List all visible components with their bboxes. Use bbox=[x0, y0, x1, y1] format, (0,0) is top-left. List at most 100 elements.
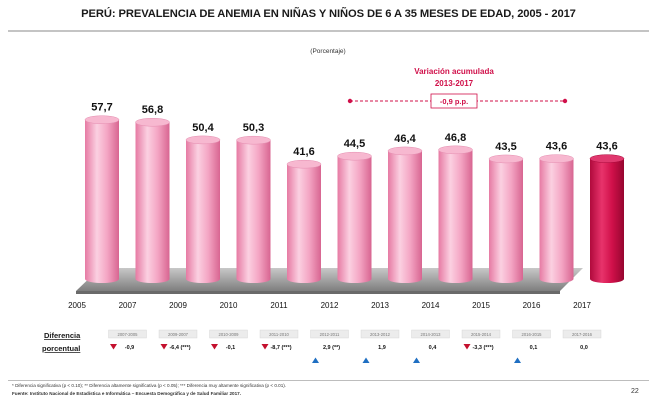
difference-period-box bbox=[562, 329, 602, 339]
difference-item: 2013-2012 1,9 bbox=[360, 329, 400, 363]
bar-body-2007 bbox=[135, 122, 170, 284]
bar-body-2013 bbox=[388, 150, 422, 283]
difference-period: 2013-2012 bbox=[370, 332, 391, 337]
difference-value: 0,4 bbox=[429, 345, 438, 351]
difference-period-box bbox=[310, 329, 349, 339]
bar-top-2009 bbox=[185, 135, 221, 145]
difference-period: 2012-2011 bbox=[320, 332, 340, 337]
data-label-2007: 56,8 bbox=[142, 104, 163, 116]
bar-body-2011 bbox=[287, 164, 321, 283]
difference-value: -0,1 bbox=[226, 345, 235, 351]
down-arrow-icon bbox=[110, 344, 117, 350]
data-label-2013: 46,4 bbox=[394, 133, 416, 145]
up-arrow-icon bbox=[312, 357, 319, 363]
data-label-2012: 44,5 bbox=[344, 138, 365, 150]
data-label-2005: 57,7 bbox=[91, 102, 112, 114]
difference-period: 2016-2015 bbox=[521, 332, 542, 337]
difference-item: 2016-2015 0,1 bbox=[512, 329, 551, 363]
difference-period: 2011-2010 bbox=[269, 332, 289, 337]
difference-value: -8,7 (***) bbox=[270, 345, 291, 351]
difference-value: 2,9 (**) bbox=[323, 345, 340, 351]
down-arrow-icon bbox=[160, 344, 168, 350]
bar-body-2005 bbox=[85, 119, 119, 283]
x-tick-2013: 2013 bbox=[371, 301, 389, 310]
bar-2005 bbox=[84, 115, 120, 283]
bar-body-2015 bbox=[489, 158, 523, 283]
bar-body-2009 bbox=[186, 139, 220, 283]
annotation-title-line2: 2013-2017 bbox=[435, 79, 474, 88]
annotation-title-line1: Variación acumulada bbox=[414, 67, 494, 76]
difference-item: 2011-2010 -8,7 (***) bbox=[259, 329, 299, 351]
difference-period-box bbox=[512, 329, 551, 339]
bar-body-2017 bbox=[590, 158, 624, 283]
bar-2011 bbox=[286, 159, 322, 283]
bar-2015 bbox=[488, 154, 524, 283]
anemia-bar-chart: (Porcentaje) Variación acumulada 2013-20… bbox=[42, 48, 625, 363]
bar-top-2015 bbox=[488, 154, 524, 164]
difference-period-box bbox=[461, 329, 501, 339]
down-arrow-icon bbox=[463, 344, 471, 350]
x-tick-2016: 2016 bbox=[523, 301, 541, 310]
difference-period-box bbox=[108, 329, 147, 339]
bar-top-2012 bbox=[337, 151, 372, 161]
x-tick-2015: 2015 bbox=[472, 301, 490, 310]
differences-label-line2: porcentual bbox=[42, 344, 80, 353]
bar-2012 bbox=[337, 151, 372, 283]
data-label-2011: 41,6 bbox=[293, 146, 314, 158]
bar-body-2010 bbox=[236, 140, 271, 283]
footnote-significance: * Diferencia significativa (p < 0.10); *… bbox=[12, 383, 287, 388]
annotation-bracket-right-end bbox=[562, 98, 568, 104]
bar-top-2016 bbox=[539, 154, 574, 163]
data-label-2010: 50,3 bbox=[243, 122, 264, 134]
bar-top-2013 bbox=[387, 146, 423, 156]
data-label-2014: 46,8 bbox=[445, 132, 466, 144]
difference-period: 2010-2009 bbox=[218, 332, 239, 337]
bar-top-2014 bbox=[438, 145, 473, 155]
bar-2007 bbox=[135, 117, 170, 284]
difference-period: 2014-2013 bbox=[420, 332, 441, 337]
annotation-value: -0,9 p.p. bbox=[440, 97, 468, 106]
difference-period: 2017-2016 bbox=[572, 332, 593, 337]
x-tick-2011: 2011 bbox=[270, 301, 288, 310]
chart-floor-edge bbox=[76, 291, 560, 294]
bar-top-2005 bbox=[84, 115, 120, 124]
difference-period-box bbox=[360, 329, 400, 339]
difference-item: 2015-2014 -3,3 (***) bbox=[461, 329, 501, 351]
difference-item: 2010-2009 -0,1 bbox=[209, 329, 248, 351]
x-tick-2014: 2014 bbox=[422, 301, 440, 310]
bar-top-2011 bbox=[286, 159, 322, 169]
difference-item: 2007-2005 -0,9 bbox=[108, 329, 147, 351]
difference-period: 2015-2014 bbox=[471, 332, 492, 337]
x-tick-2005: 2005 bbox=[68, 301, 86, 310]
difference-item: 2014-2013 0,4 bbox=[411, 329, 450, 363]
up-arrow-icon bbox=[413, 357, 420, 363]
difference-value: 0,0 bbox=[580, 345, 588, 351]
x-tick-2009: 2009 bbox=[169, 301, 187, 310]
difference-period: 2009-2007 bbox=[168, 332, 189, 337]
difference-item: 2017-2016 0,0 bbox=[562, 329, 602, 351]
difference-period-box bbox=[209, 329, 248, 339]
title-divider bbox=[8, 30, 649, 32]
chart-subtitle: (Porcentaje) bbox=[310, 48, 345, 55]
x-tick-2012: 2012 bbox=[321, 301, 339, 310]
annotation-bracket-left-end bbox=[347, 98, 353, 104]
differences-label-line1: Diferencia bbox=[44, 331, 81, 340]
bar-top-2010 bbox=[236, 135, 271, 145]
bar-2013 bbox=[387, 146, 423, 283]
bar-body-2016 bbox=[539, 158, 574, 283]
data-label-2016: 43,6 bbox=[546, 141, 567, 153]
data-label-2009: 50,4 bbox=[192, 122, 214, 134]
bar-top-2017 bbox=[589, 154, 625, 163]
difference-value: -3,3 (***) bbox=[472, 345, 493, 351]
data-label-2015: 43,5 bbox=[495, 141, 516, 153]
bar-2009 bbox=[185, 135, 221, 283]
difference-period-box bbox=[411, 329, 450, 339]
bar-2010 bbox=[236, 135, 271, 283]
difference-value: 1,9 bbox=[378, 345, 386, 351]
bar-top-2007 bbox=[135, 117, 170, 127]
difference-period-box bbox=[158, 329, 198, 339]
page-title: PERÚ: PREVALENCIA DE ANEMIA EN NIÑAS Y N… bbox=[81, 8, 576, 20]
difference-period: 2007-2005 bbox=[117, 332, 138, 337]
bar-2017 bbox=[589, 154, 625, 283]
page-number: 22 bbox=[631, 388, 639, 395]
